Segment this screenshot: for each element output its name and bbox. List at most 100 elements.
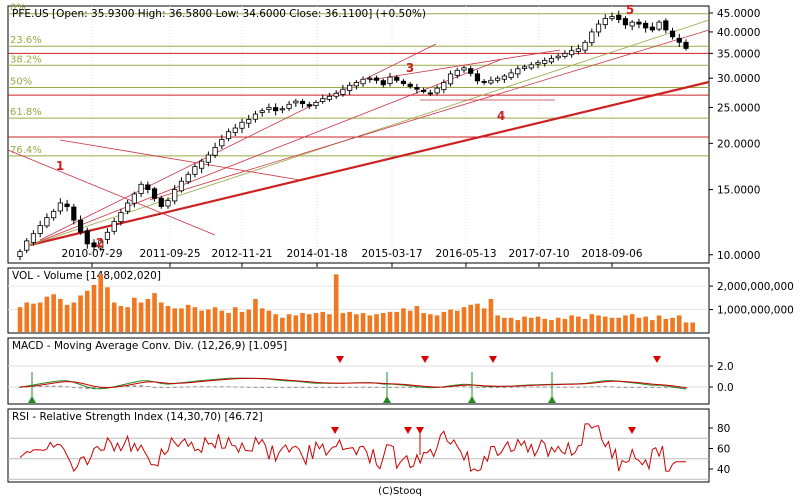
candle-body (562, 52, 568, 57)
price-y-tick-label: 30.0000 (717, 73, 760, 85)
volume-bar (152, 293, 157, 332)
macd-histogram-bar (199, 386, 204, 388)
volume-bar (414, 306, 420, 332)
volume-bar (219, 310, 225, 332)
macd-histogram-bar (536, 386, 540, 388)
trend-line (7, 149, 216, 236)
macd-histogram-bar (616, 386, 621, 388)
price-y-tick-label: 10.0000 (717, 250, 760, 262)
candle-body (367, 77, 373, 80)
price-x-tick-label: 2014-01-18 (286, 248, 347, 260)
volume-bar (360, 313, 366, 332)
macd-histogram-bar (213, 386, 217, 388)
price-y-tick-label: 45.0000 (717, 8, 760, 20)
macd-histogram-bar (172, 387, 177, 388)
candle-body (575, 48, 581, 52)
macd-histogram-bar (394, 387, 399, 388)
candle-body (582, 41, 588, 51)
macd-histogram-bar (415, 387, 419, 388)
macd-histogram-bar (516, 386, 520, 388)
volume-bar (380, 313, 386, 332)
volume-bar (468, 304, 474, 332)
macd-histogram-bar (495, 387, 500, 388)
macd-histogram-bar (603, 386, 608, 388)
volume-bar (84, 290, 90, 332)
macd-histogram-bar (314, 387, 318, 388)
macd-histogram-bar (650, 387, 655, 389)
price-panel-frame (7, 5, 710, 264)
volume-bar (306, 314, 312, 332)
sell-signal-marker (489, 356, 497, 363)
fib-level-label: 23.6% (10, 35, 42, 46)
fib-level-label: 38.2% (10, 54, 42, 65)
volume-bar (24, 302, 30, 332)
trend-line (149, 29, 710, 201)
volume-bar (354, 314, 359, 332)
macd-histogram-bar (347, 386, 352, 388)
candle-body (185, 173, 191, 183)
volume-bar (37, 302, 43, 332)
volume-bar (488, 298, 494, 332)
trend-line (29, 80, 710, 247)
candle-body (98, 240, 104, 249)
macd-histogram-bar (139, 385, 143, 387)
candle-body (17, 251, 23, 257)
macd-histogram-bar (45, 385, 49, 387)
volume-bar (549, 320, 554, 332)
volume-bar (273, 314, 278, 332)
volume-bar (31, 303, 36, 332)
candle-body (421, 89, 427, 92)
volume-bar (522, 316, 527, 332)
macd-histogram-bar (206, 386, 211, 388)
macd-histogram-bar (253, 386, 258, 388)
volume-bar (91, 284, 97, 332)
volume-bar (475, 303, 480, 332)
candle-body (454, 69, 460, 76)
candle-body (192, 166, 198, 175)
macd-histogram-bar (522, 386, 527, 388)
candle-body (199, 160, 205, 169)
volume-bar (623, 315, 628, 332)
volume-bar (434, 315, 440, 332)
macd-histogram-bar (368, 386, 372, 388)
candle-body (555, 55, 561, 59)
price-grid: 10.0000 15.0000 20.0000 25.0000 30.0000 35.00… (61, 6, 760, 267)
volume-bar (340, 313, 346, 332)
volume-bar (407, 310, 413, 332)
volume-bar (569, 315, 574, 332)
candle-body (158, 197, 164, 207)
candle-body (333, 92, 339, 97)
macd-histogram-bar (590, 386, 594, 388)
candle-body (548, 58, 555, 63)
volume-bar (636, 317, 642, 332)
candle-body (259, 110, 265, 113)
macd-panel-frame (7, 337, 710, 405)
volume-bar (212, 307, 218, 332)
volume-bar (582, 318, 588, 332)
candle-body (521, 66, 528, 69)
candle-body (246, 119, 252, 124)
candle-body (84, 230, 90, 245)
macd-histogram-bar (341, 387, 345, 388)
macd-histogram-bar (502, 387, 507, 388)
candle-body (252, 113, 259, 120)
price-x-tick-label: 2011-09-25 (139, 248, 200, 260)
volume-bar (165, 306, 171, 332)
volume-bar (266, 310, 272, 332)
sell-signal-marker (336, 356, 344, 363)
macd-histogram-bar (482, 387, 486, 388)
macd-histogram-bar (65, 386, 69, 388)
macd-histogram-bar (334, 387, 338, 388)
volume-bar (367, 315, 373, 332)
volume-bar (683, 322, 689, 332)
candle-body (125, 202, 131, 212)
candle-body (91, 242, 97, 248)
price-y-tick-label: 40.0000 (717, 27, 760, 39)
macd-histogram-bar (489, 387, 493, 388)
candle-body (326, 95, 333, 100)
candle-body (622, 18, 629, 26)
candle-body (57, 202, 63, 212)
volume-bar (589, 314, 595, 332)
candle-body (138, 183, 144, 194)
candle-body (172, 189, 178, 202)
